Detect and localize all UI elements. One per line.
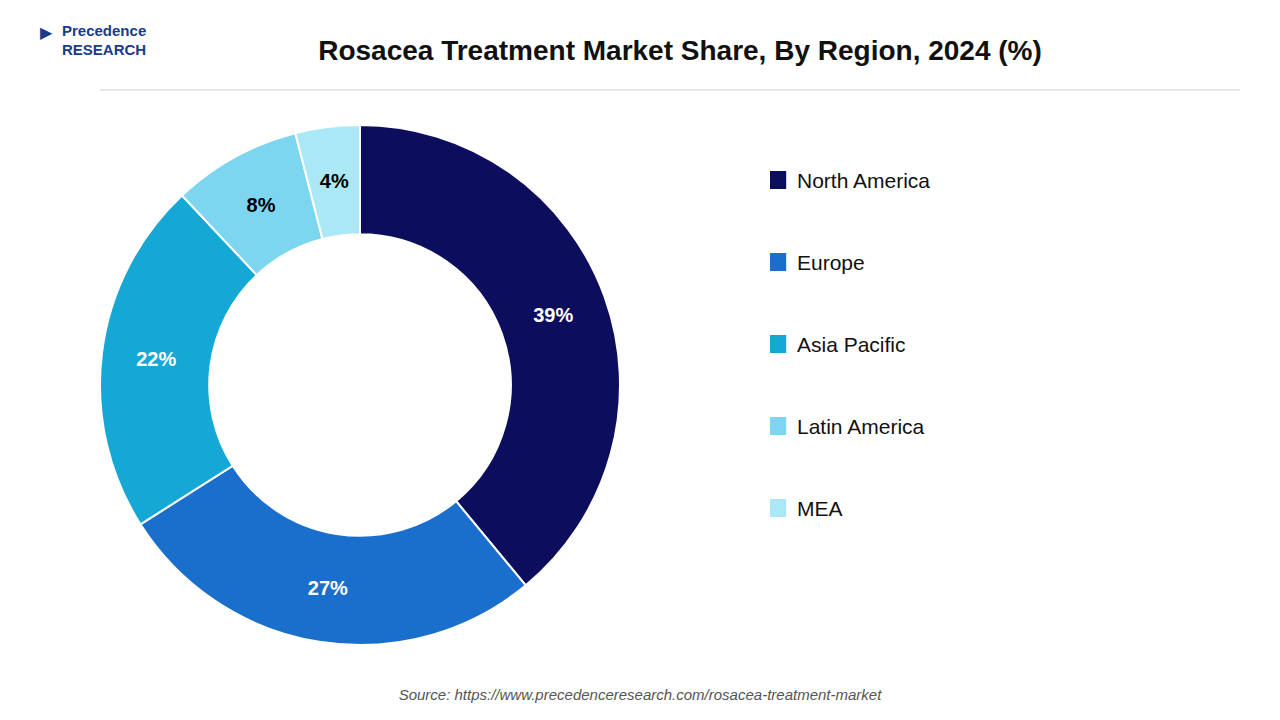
title-rule [100,90,1240,91]
title: Rosacea Treatment Market Share, By Regio… [318,35,1042,66]
slice [295,125,360,239]
legend-item: North America [770,169,930,192]
legend-swatch [770,253,786,271]
legend-item: Latin America [770,415,925,438]
legend-item: Asia Pacific [770,333,906,356]
data-label: 8% [247,194,276,216]
legend-label: MEA [797,497,843,520]
data-label: 22% [136,348,176,370]
data-label: 27% [308,577,348,599]
slice [140,466,525,645]
slice [360,125,620,585]
source: Source: https://www.precedenceresearch.c… [399,686,883,703]
legend-label: Asia Pacific [797,333,906,356]
data-label: 39% [533,304,573,326]
logo-text: PrecedenceRESEARCH [62,22,146,58]
legend-swatch [770,335,786,353]
chart: ▶ PrecedenceRESEARCH Rosacea Treatment Mar… [0,0,1280,720]
legend: North America Europe Asia Pacific Latin Ame… [770,169,930,520]
legend-swatch [770,171,786,189]
legend-swatch [770,417,786,435]
legend-swatch [770,499,786,517]
data-label: 4% [320,170,349,192]
logo-mark: ▶ [40,24,53,41]
legend-label: Latin America [797,415,925,438]
legend-label: Europe [797,251,865,274]
legend-item: MEA [770,497,843,520]
legend-label: North America [797,169,930,192]
data-labels: 39% 27% 22% 8% 4% [136,170,573,599]
donut [100,125,620,645]
legend-item: Europe [770,251,865,274]
